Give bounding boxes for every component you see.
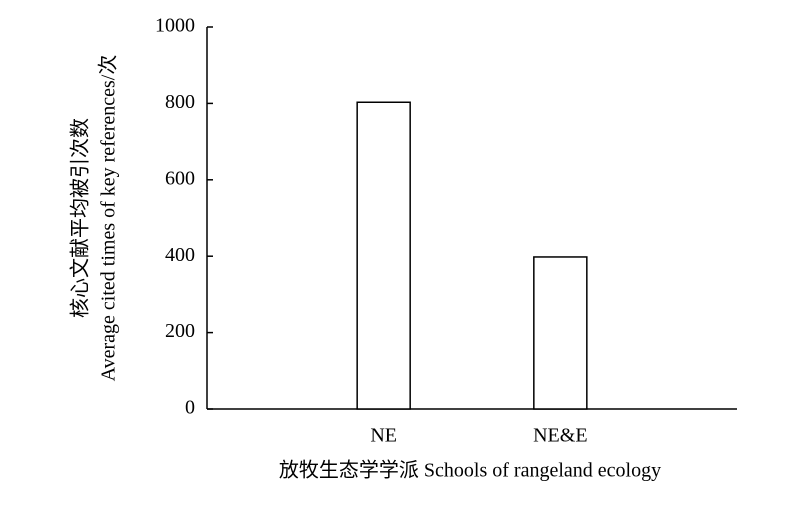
x-tick-label: NE <box>370 425 397 447</box>
bar <box>356 101 411 410</box>
y-tick-label: 400 <box>165 244 195 266</box>
y-tick-label: 200 <box>165 320 195 342</box>
y-tick-label: 0 <box>185 397 195 419</box>
x-axis-label: 放牧生态学学派 Schools of rangeland ecology <box>279 459 661 482</box>
y-axis-label: 核心文献平均被引次数 <box>69 118 92 318</box>
y-tick-label: 600 <box>165 167 195 189</box>
y-tick-label: 1000 <box>155 15 195 37</box>
x-tick-label: NE&E <box>533 425 587 447</box>
bar <box>533 256 588 410</box>
y-axis-label: Average cited times of key references/次 <box>97 55 120 382</box>
y-tick-label: 800 <box>165 91 195 113</box>
